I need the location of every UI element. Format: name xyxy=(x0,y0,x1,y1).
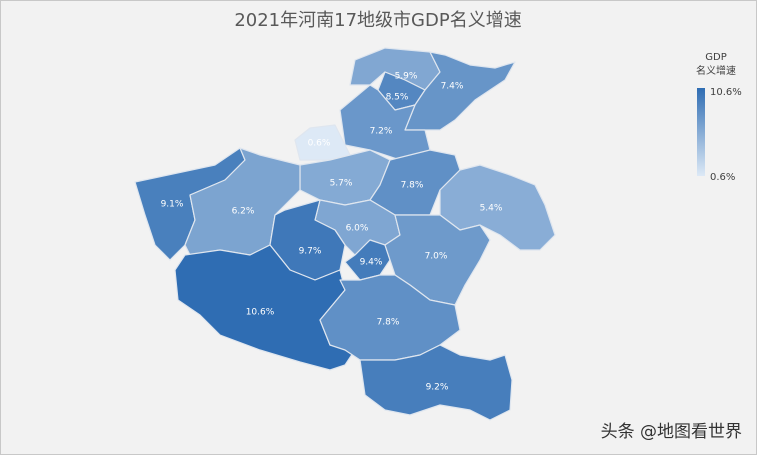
value-label: 5.4% xyxy=(480,204,503,214)
legend-color-bar xyxy=(697,88,705,176)
chart-title: 2021年河南17地级市GDP名义增速 xyxy=(234,10,521,31)
value-label: 7.8% xyxy=(377,318,400,328)
watermark: 头条 @地图看世界 xyxy=(601,422,742,442)
value-label: 7.0% xyxy=(425,252,448,262)
legend-min-label: 0.6% xyxy=(710,172,735,183)
regions xyxy=(134,47,556,421)
value-label: 7.2% xyxy=(370,127,393,137)
value-label: 0.6% xyxy=(308,139,331,149)
legend-max-label: 10.6% xyxy=(710,87,742,98)
value-label: 9.4% xyxy=(360,258,383,268)
legend-title: GDP xyxy=(705,52,726,63)
value-label: 10.6% xyxy=(246,308,275,318)
value-labels: 5.9% 8.5% 7.4% 7.2% 0.6% 5.7% 7.8% 9.1% 6.2% 5.4%… xyxy=(161,72,503,393)
value-label: 9.1% xyxy=(161,200,184,210)
value-label: 7.8% xyxy=(401,181,424,191)
region xyxy=(294,124,351,161)
region xyxy=(404,51,516,131)
region xyxy=(359,344,513,421)
value-label: 9.7% xyxy=(299,247,322,257)
value-label: 7.4% xyxy=(441,82,464,92)
region xyxy=(369,149,461,216)
region xyxy=(339,84,431,161)
legend-title: 名义增速 xyxy=(696,64,736,77)
value-label: 8.5% xyxy=(386,93,409,103)
value-label: 6.2% xyxy=(232,207,255,217)
value-label: 9.2% xyxy=(426,383,449,393)
value-label: 5.7% xyxy=(330,179,353,189)
value-label: 6.0% xyxy=(346,224,369,234)
value-label: 5.9% xyxy=(395,72,418,82)
